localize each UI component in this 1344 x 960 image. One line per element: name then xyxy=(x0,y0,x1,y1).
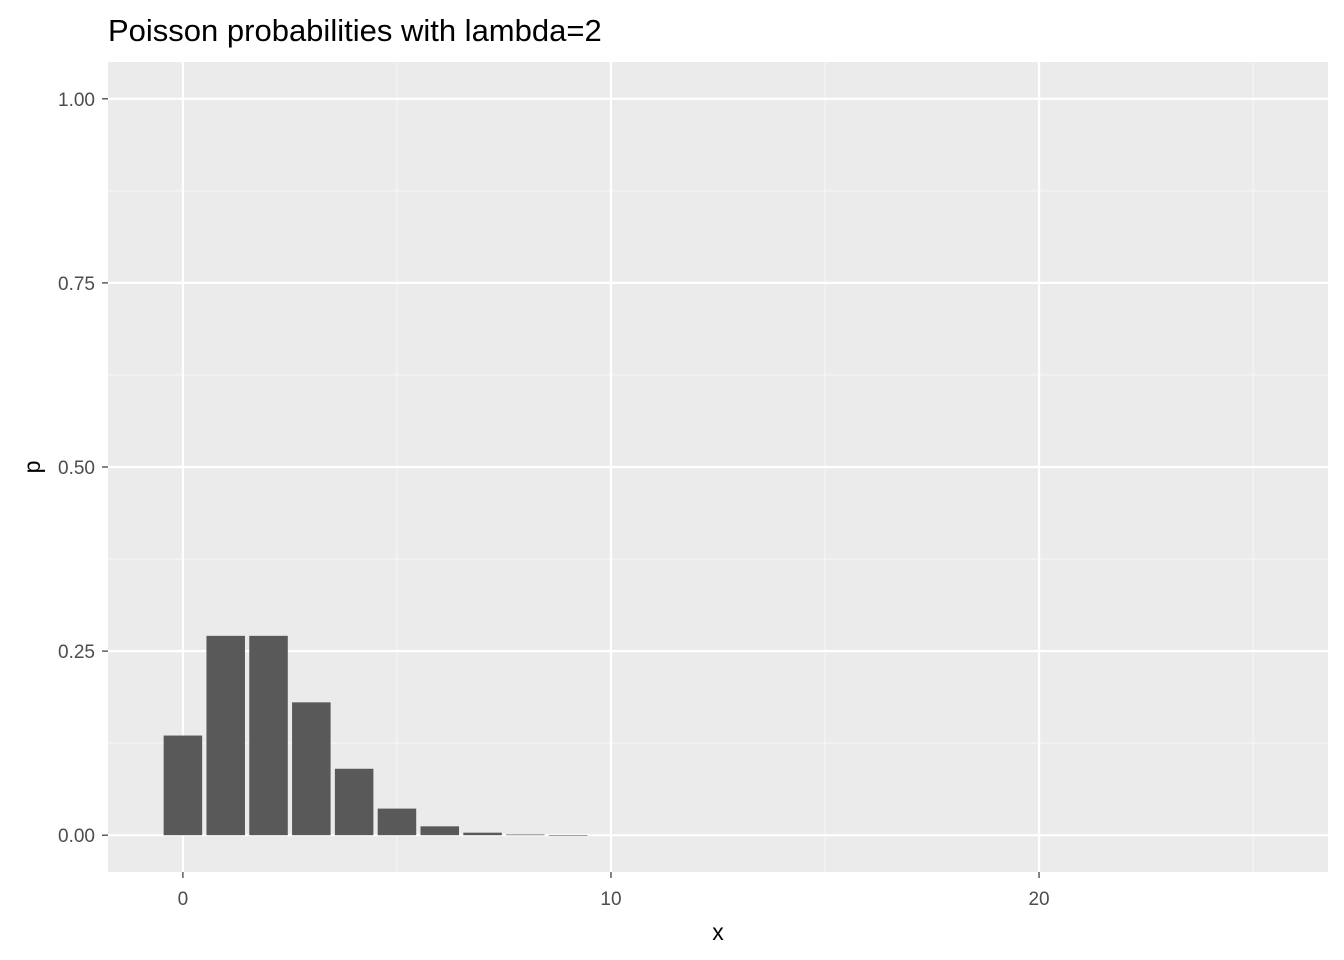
bars xyxy=(163,635,588,836)
bar-x-7 xyxy=(463,832,502,836)
bar-x-0 xyxy=(163,735,203,836)
x-tick-label: 20 xyxy=(1028,889,1049,910)
y-tick-label: 1.00 xyxy=(58,90,95,111)
y-tick-label: 0.50 xyxy=(58,458,95,479)
bar-x-9 xyxy=(548,835,588,836)
x-tick-label: 10 xyxy=(600,889,621,910)
y-axis-label: p xyxy=(19,461,45,474)
bar-x-1 xyxy=(206,635,245,836)
y-tick-label: 0.75 xyxy=(58,274,95,295)
major-gridlines xyxy=(108,62,1328,872)
bar-x-3 xyxy=(292,702,331,836)
x-axis-label: x xyxy=(712,919,724,945)
x-axis: 0 10 20 xyxy=(178,872,1050,910)
bar-x-5 xyxy=(377,808,417,836)
bar-x-8 xyxy=(506,834,545,836)
x-tick-label: 0 xyxy=(178,889,189,910)
chart-title: Poisson probabilities with lambda=2 xyxy=(108,13,602,48)
bar-x-4 xyxy=(334,768,374,836)
bar-x-6 xyxy=(420,826,460,836)
bar-x-2 xyxy=(249,635,288,836)
y-axis: 0.00 0.25 0.50 0.75 1.00 xyxy=(58,90,108,847)
y-tick-label: 0.00 xyxy=(58,826,95,847)
y-tick-label: 0.25 xyxy=(58,642,95,663)
